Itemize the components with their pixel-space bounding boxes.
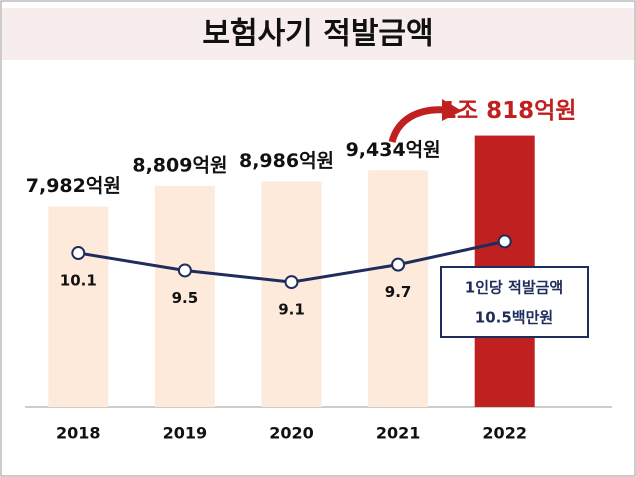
- bar: [261, 181, 322, 407]
- bar-value-label: 8,809억원: [132, 154, 227, 176]
- line-value-label: 10.1: [60, 272, 97, 290]
- x-tick-label: 2022: [482, 424, 527, 443]
- line-value-label: 9.5: [172, 289, 199, 307]
- line-value-label: 10.5백만원: [475, 309, 553, 327]
- bar-value-label: 8,986억원: [239, 150, 334, 172]
- bar-value-label: 7,982억원: [26, 175, 121, 197]
- x-tick-label: 2020: [269, 424, 314, 443]
- line-marker: [391, 257, 406, 272]
- callout-box: [440, 266, 589, 338]
- x-tick-label: 2019: [163, 424, 208, 443]
- x-tick-label: 2021: [376, 424, 421, 443]
- arrow-head: [442, 99, 462, 121]
- arrow: [388, 106, 447, 144]
- bar: [48, 206, 109, 407]
- title-band: [2, 8, 634, 60]
- line-value-label: 9.7: [385, 283, 412, 301]
- bar: [154, 185, 215, 407]
- line-marker: [284, 275, 299, 290]
- bar-value-label: 1조 818억원: [441, 98, 577, 124]
- line-marker: [71, 246, 86, 261]
- chart-title: 보험사기 적발금액: [202, 17, 433, 52]
- line-value-label: 9.1: [278, 301, 305, 319]
- bar: [368, 170, 429, 407]
- x-tick-label: 2018: [56, 424, 101, 443]
- line-marker: [497, 234, 512, 249]
- bar-value-label: 9,434억원: [346, 139, 441, 161]
- legend-label: 1인당 적발금액: [465, 279, 563, 297]
- line-marker: [177, 263, 192, 278]
